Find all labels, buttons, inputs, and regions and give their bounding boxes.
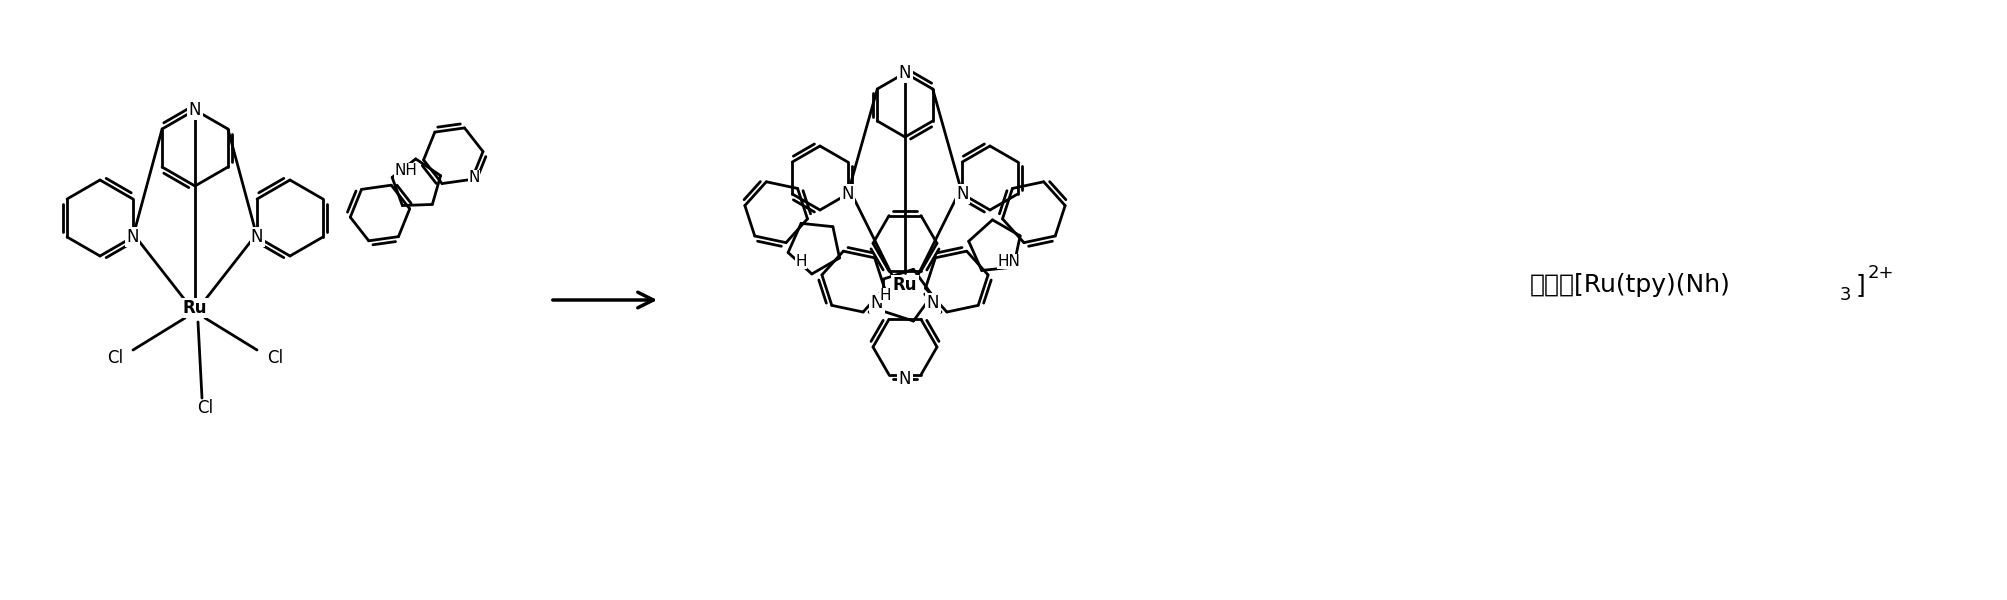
Text: N: N — [126, 228, 138, 246]
Text: NH: NH — [393, 163, 417, 178]
Text: H: H — [795, 254, 807, 269]
Text: N: N — [899, 64, 911, 82]
Text: ]: ] — [1856, 273, 1867, 297]
Text: N: N — [955, 185, 969, 203]
Text: H: H — [879, 287, 891, 302]
Text: N: N — [927, 294, 939, 312]
Text: 2+: 2+ — [1869, 264, 1895, 282]
Text: N: N — [468, 170, 480, 185]
Text: Cl: Cl — [197, 399, 213, 417]
Text: N: N — [841, 185, 853, 203]
Text: 简记为[Ru(tpy)(Nh): 简记为[Ru(tpy)(Nh) — [1529, 273, 1730, 297]
Text: N: N — [251, 228, 263, 246]
Text: N: N — [899, 370, 911, 388]
Text: HN: HN — [997, 254, 1020, 269]
Text: N: N — [189, 101, 201, 119]
Text: Cl: Cl — [267, 349, 283, 367]
Text: Ru: Ru — [893, 276, 917, 294]
Text: Ru: Ru — [183, 299, 207, 317]
Text: Cl: Cl — [106, 349, 122, 367]
Text: N: N — [871, 294, 883, 312]
Text: 3: 3 — [1840, 286, 1852, 304]
